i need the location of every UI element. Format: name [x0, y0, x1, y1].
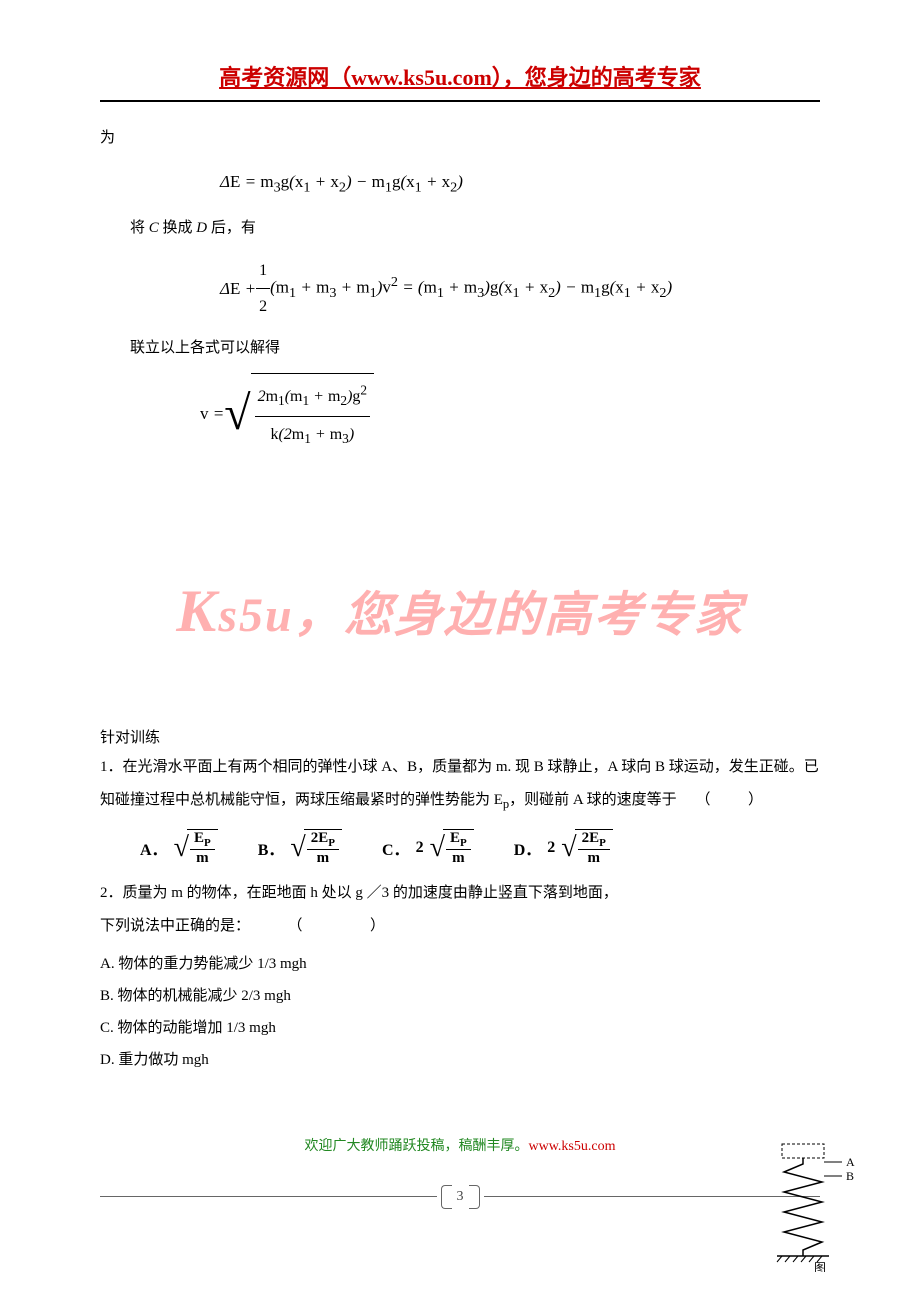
option-d: D． 2 √ 2EP m: [514, 829, 613, 867]
choice-c: C. 物体的动能增加 1/3 mgh: [100, 1013, 820, 1043]
page-footer: 欢迎广大教师踊跃投稿，稿酬丰厚。www.ks5u.com: [100, 1135, 820, 1155]
formula-1: ΔE = m3g(x1 + x2) − m1g(x1 + x2): [100, 163, 820, 204]
section-title: 针对训练: [100, 726, 820, 747]
derivation-line2: 将 C 换成 D 后，有: [100, 212, 820, 245]
page-number-bar: 3: [100, 1185, 820, 1209]
derivation-line1: 为: [100, 122, 820, 155]
header-link-text: 高考专家: [613, 65, 701, 90]
page-header: 高考资源网（www.ks5u.com），您身边的高考专家: [100, 60, 820, 102]
formula-3: v = √ 2m1(m1 + m2)g2 k(2m1 + m3): [100, 373, 820, 455]
formula-2: ΔE + 12 (m1 + m3 + m1)v2 = (m1 + m3)g(x1…: [100, 253, 820, 324]
header-prefix: 高考资源网: [219, 65, 329, 90]
question-1: 1．在光滑水平面上有两个相同的弹性小球 A、B，质量都为 m. 现 B 球静止，…: [100, 751, 820, 819]
choice-d: D. 重力做功 mgh: [100, 1045, 820, 1075]
question-2: 2．质量为 m 的物体，在距地面 h 处以 g ／3 的加速度由静止竖直下落到地…: [100, 877, 820, 943]
header-suffix: ，您身边的: [503, 65, 613, 90]
derivation-line3: 联立以上各式可以解得: [100, 332, 820, 365]
choice-b: B. 物体的机械能减少 2/3 mgh: [100, 981, 820, 1011]
svg-text:B: B: [846, 1169, 854, 1183]
svg-text:A: A: [846, 1155, 855, 1169]
option-b: B． √ 2EP m: [258, 829, 342, 867]
q1-options: A． √ EP m B． √ 2EP m: [100, 829, 820, 867]
option-a: A． √ EP m: [140, 829, 218, 867]
choice-a: A. 物体的重力势能减少 1/3 mgh: [100, 949, 820, 979]
header-paren: （www.ks5u.com）: [329, 65, 503, 90]
svg-text:图: 图: [814, 1261, 826, 1272]
option-c: C． 2 √ EP m: [382, 829, 474, 867]
q2-choices: A. 物体的重力势能减少 1/3 mgh B. 物体的机械能减少 2/3 mgh…: [100, 949, 820, 1075]
page-number: 3: [441, 1185, 480, 1209]
spring-diagram: A B 图: [772, 1142, 862, 1272]
derivation-block: 为 ΔE = m3g(x1 + x2) − m1g(x1 + x2) 将 C 换…: [100, 122, 820, 455]
watermark: Ks5u，您身边的高考专家: [100, 575, 820, 646]
